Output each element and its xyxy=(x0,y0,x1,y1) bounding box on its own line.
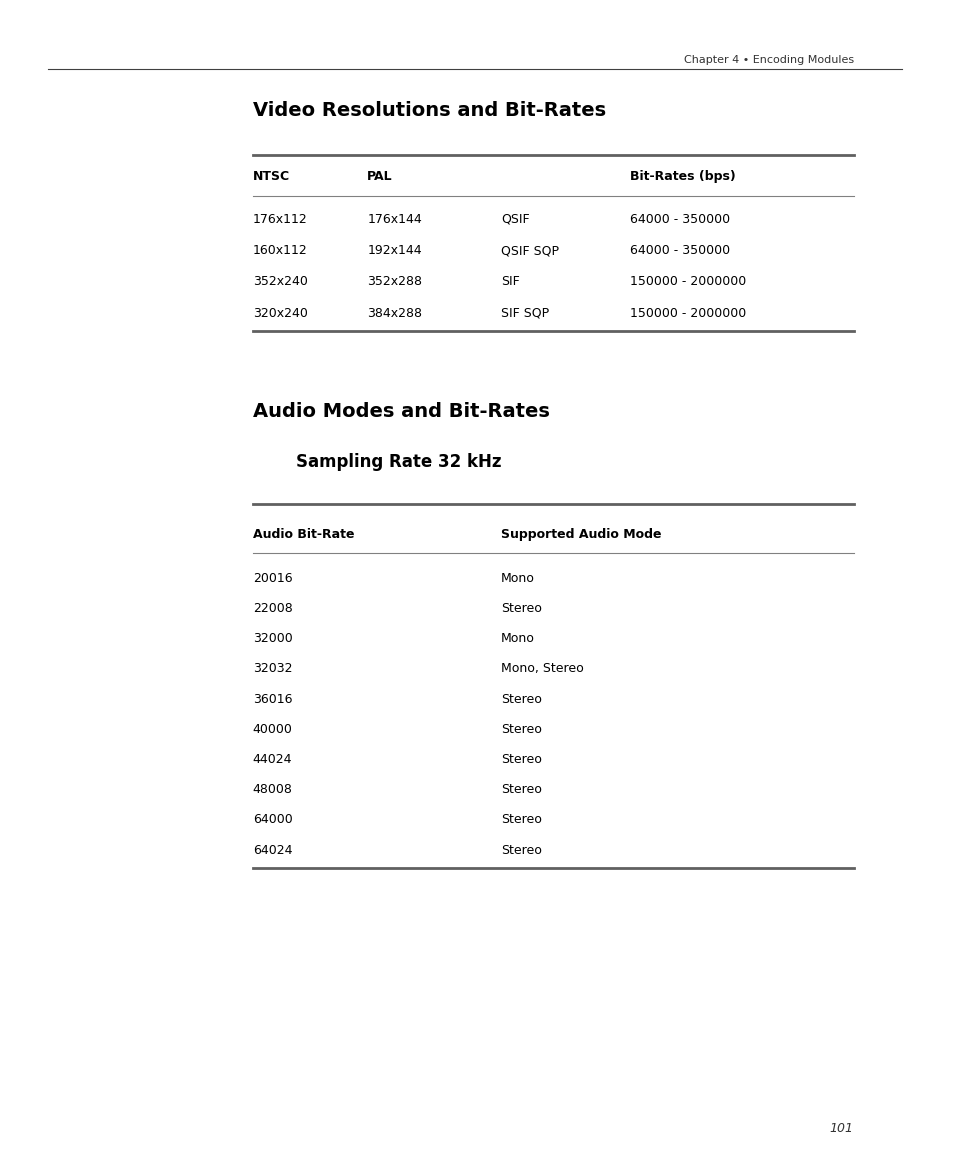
Text: Stereo: Stereo xyxy=(500,783,541,796)
Text: 64000 - 350000: 64000 - 350000 xyxy=(629,244,729,257)
Text: 20016: 20016 xyxy=(253,572,293,584)
Text: Stereo: Stereo xyxy=(500,813,541,826)
Text: Stereo: Stereo xyxy=(500,753,541,766)
Text: Supported Audio Mode: Supported Audio Mode xyxy=(500,528,660,540)
Text: 48008: 48008 xyxy=(253,783,293,796)
Text: Audio Modes and Bit-Rates: Audio Modes and Bit-Rates xyxy=(253,402,549,421)
Text: 36016: 36016 xyxy=(253,693,292,705)
Text: PAL: PAL xyxy=(367,170,393,182)
Text: 352x288: 352x288 xyxy=(367,275,422,288)
Text: Mono, Stereo: Mono, Stereo xyxy=(500,662,583,675)
Text: SIF: SIF xyxy=(500,275,519,288)
Text: 320x240: 320x240 xyxy=(253,307,308,320)
Text: 176x112: 176x112 xyxy=(253,213,307,225)
Text: 176x144: 176x144 xyxy=(367,213,421,225)
Text: Mono: Mono xyxy=(500,572,535,584)
Text: Stereo: Stereo xyxy=(500,844,541,856)
Text: Stereo: Stereo xyxy=(500,602,541,615)
Text: 64000 - 350000: 64000 - 350000 xyxy=(629,213,729,225)
Text: Bit-Rates (bps): Bit-Rates (bps) xyxy=(629,170,735,182)
Text: 150000 - 2000000: 150000 - 2000000 xyxy=(629,275,745,288)
Text: 160x112: 160x112 xyxy=(253,244,307,257)
Text: Mono: Mono xyxy=(500,632,535,645)
Text: 22008: 22008 xyxy=(253,602,293,615)
Text: 352x240: 352x240 xyxy=(253,275,308,288)
Text: Stereo: Stereo xyxy=(500,693,541,705)
Text: 64024: 64024 xyxy=(253,844,292,856)
Text: 32000: 32000 xyxy=(253,632,293,645)
Text: 40000: 40000 xyxy=(253,723,293,736)
Text: Chapter 4 • Encoding Modules: Chapter 4 • Encoding Modules xyxy=(683,55,853,65)
Text: Sampling Rate 32 kHz: Sampling Rate 32 kHz xyxy=(295,453,500,471)
Text: Audio Bit-Rate: Audio Bit-Rate xyxy=(253,528,354,540)
Text: 64000: 64000 xyxy=(253,813,293,826)
Text: SIF SQP: SIF SQP xyxy=(500,307,548,320)
Text: 32032: 32032 xyxy=(253,662,292,675)
Text: 384x288: 384x288 xyxy=(367,307,422,320)
Text: Stereo: Stereo xyxy=(500,723,541,736)
Text: 150000 - 2000000: 150000 - 2000000 xyxy=(629,307,745,320)
Text: 44024: 44024 xyxy=(253,753,292,766)
Text: 192x144: 192x144 xyxy=(367,244,421,257)
Text: QSIF SQP: QSIF SQP xyxy=(500,244,558,257)
Text: Video Resolutions and Bit-Rates: Video Resolutions and Bit-Rates xyxy=(253,101,605,120)
Text: NTSC: NTSC xyxy=(253,170,290,182)
Text: QSIF: QSIF xyxy=(500,213,529,225)
Text: 101: 101 xyxy=(829,1122,853,1135)
